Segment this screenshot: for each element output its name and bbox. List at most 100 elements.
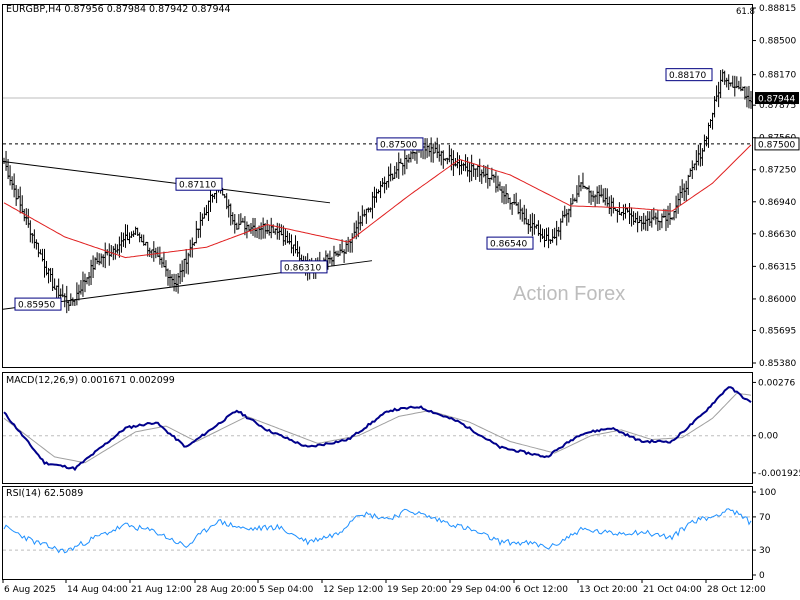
- price-bar: [561, 210, 565, 223]
- price-bar: [379, 181, 383, 199]
- price-bar: [494, 171, 498, 193]
- price-bar: [24, 208, 28, 225]
- time-tick-label: 13 Oct 20:00: [579, 585, 638, 595]
- price-bar: [658, 220, 662, 231]
- moving-average-line: [3, 144, 752, 259]
- price-bar: [666, 205, 670, 228]
- ohlc-values: 0.87956 0.87984 0.87942 0.87944: [64, 4, 231, 15]
- price-bar: [251, 217, 255, 236]
- price-bar: [532, 214, 536, 235]
- macd-tick-label: 0.00: [758, 432, 778, 442]
- price-bar: [528, 214, 532, 232]
- price-bar: [646, 211, 650, 232]
- price-bar: [632, 211, 636, 225]
- price-bar: [285, 230, 289, 244]
- price-bar: [447, 144, 451, 163]
- price-bar: [672, 211, 676, 221]
- level-price-tag-label: 0.87500: [758, 140, 795, 150]
- price-bar: [170, 274, 174, 287]
- price-tick-label: 0.88500: [759, 37, 796, 47]
- price-bar: [480, 169, 484, 184]
- price-bar: [368, 207, 372, 213]
- price-bar: [433, 141, 437, 154]
- current-price-tag-label: 0.87944: [758, 95, 795, 105]
- price-bar: [690, 160, 694, 180]
- price-bar: [95, 252, 99, 265]
- price-bar: [381, 178, 385, 188]
- price-bar: [123, 224, 127, 248]
- price-bar: [466, 157, 470, 177]
- price-bar: [101, 254, 105, 268]
- price-bar: [8, 165, 12, 186]
- price-bar: [711, 112, 715, 130]
- price-bar: [739, 76, 743, 92]
- price-bar: [178, 263, 182, 284]
- time-tick-label: 14 Aug 04:00: [67, 585, 128, 595]
- price-bar: [97, 253, 101, 266]
- price-bar: [370, 191, 374, 219]
- price-tick-label: 0.86940: [759, 198, 796, 208]
- price-bar: [196, 228, 200, 239]
- price-bar: [502, 186, 506, 205]
- price-bar: [648, 211, 652, 227]
- price-bar: [474, 168, 478, 180]
- time-tick-label: 21 Oct 04:00: [643, 585, 702, 595]
- price-bar: [623, 203, 627, 219]
- price-bar: [233, 214, 237, 234]
- price-bar: [275, 222, 279, 240]
- price-bar: [239, 213, 243, 225]
- price-bar: [642, 212, 646, 230]
- price-bar: [437, 144, 441, 162]
- price-bar: [403, 149, 407, 175]
- price-bar: [488, 177, 492, 187]
- price-bar: [164, 260, 168, 277]
- price-bar: [571, 194, 575, 205]
- price-bar: [678, 185, 682, 206]
- price-bar: [103, 242, 107, 269]
- price-bar: [656, 210, 660, 232]
- price-bar: [514, 192, 518, 206]
- price-bar: [464, 154, 468, 172]
- price-bar: [723, 70, 727, 85]
- price-bar: [496, 175, 500, 192]
- rsi-tick-label: 30: [759, 546, 771, 556]
- price-bar: [245, 221, 249, 239]
- price-bar: [229, 203, 233, 226]
- price-bar: [555, 220, 559, 246]
- price-bar: [342, 249, 346, 263]
- price-bar: [650, 209, 654, 228]
- price-bar: [20, 195, 24, 214]
- price-bar: [265, 219, 269, 234]
- price-bar: [140, 234, 144, 243]
- price-bar: [727, 74, 731, 91]
- price-bar: [374, 188, 378, 203]
- price-bar: [682, 183, 686, 202]
- price-bar: [291, 244, 295, 257]
- price-bar: [478, 158, 482, 182]
- price-bar: [492, 174, 496, 183]
- price-bar: [158, 246, 162, 265]
- price-bar: [36, 242, 40, 258]
- price-bar: [476, 165, 480, 177]
- price-bar: [269, 217, 273, 239]
- price-bar: [32, 229, 36, 249]
- price-tick-label: 0.87250: [759, 166, 796, 176]
- price-annotation-box: [14, 297, 62, 311]
- price-bar: [109, 245, 113, 257]
- price-bar: [208, 188, 212, 212]
- price-bar: [362, 209, 366, 217]
- price-bar: [287, 232, 291, 245]
- price-bar: [188, 239, 192, 258]
- price-bar: [684, 180, 688, 202]
- price-bar: [206, 200, 210, 222]
- price-bar: [470, 154, 474, 182]
- price-bar: [518, 199, 522, 220]
- price-bar: [18, 186, 22, 214]
- price-bar: [611, 197, 615, 214]
- price-annotation-label: 0.85950: [18, 301, 55, 311]
- price-bar: [638, 215, 642, 224]
- price-bar: [63, 293, 67, 308]
- macd-tick-label: -0.001925: [758, 469, 800, 479]
- price-bar: [423, 138, 427, 160]
- price-annotation-label: 0.87110: [179, 181, 216, 191]
